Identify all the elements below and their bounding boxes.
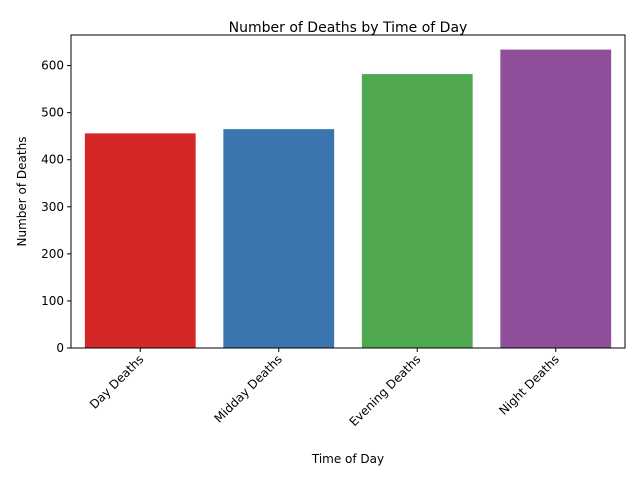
plot-area: [84, 49, 612, 349]
y-axis-label: Number of Deaths: [15, 137, 29, 247]
y-axis: 0 100 200 300 400 500 600: [41, 59, 71, 355]
x-tick-label: Evening Deaths: [347, 352, 424, 429]
bar-0: [84, 133, 196, 348]
x-tick-label: Night Deaths: [496, 352, 561, 417]
y-tick-label: 500: [41, 106, 64, 120]
y-tick-label: 600: [41, 59, 64, 73]
bar-1: [223, 129, 335, 348]
y-tick-label: 300: [41, 200, 64, 214]
bar-2: [361, 74, 473, 348]
x-tick-label: Day Deaths: [87, 352, 146, 411]
x-tick-label: Midday Deaths: [212, 352, 285, 425]
y-tick-label: 100: [41, 294, 64, 308]
bar-3: [500, 49, 612, 349]
chart-title: Number of Deaths by Time of Day: [229, 20, 468, 36]
y-tick-label: 400: [41, 153, 64, 167]
y-tick-label: 200: [41, 247, 64, 261]
x-axis: Day Deaths Midday Deaths Evening Deaths Nig…: [87, 348, 562, 429]
plot-frame: [70, 34, 626, 349]
y-tick-label: 0: [56, 341, 64, 355]
x-axis-label: Time of Day: [311, 452, 384, 466]
